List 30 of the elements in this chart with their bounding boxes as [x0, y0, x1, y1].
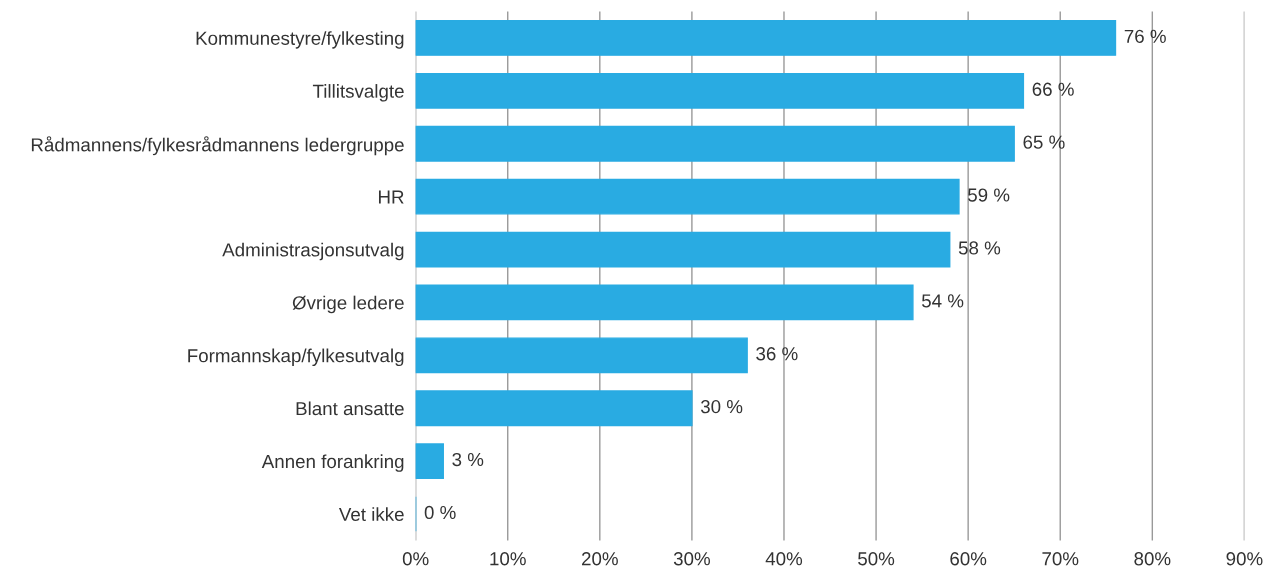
y-tick-label: Øvrige ledere	[292, 295, 404, 314]
data-label: 59 %	[968, 188, 1010, 202]
y-tick-label: Vet ikke	[338, 507, 404, 522]
x-tick-label: 30%	[673, 552, 710, 566]
data-label: 65 %	[1023, 135, 1065, 149]
y-tick-label: HR	[378, 190, 404, 204]
data-label: 36 %	[756, 347, 798, 361]
x-tick-label: 70%	[1042, 552, 1079, 566]
y-tick-label: Formannskap/fylkesutvalg	[188, 348, 404, 367]
y-tick-label: Rådmannens/fylkesrådmannens ledergruppe	[31, 136, 404, 156]
y-tick-label: Blant ansatte	[296, 401, 404, 416]
y-tick-label: Kommunestyre/fylkesting	[196, 31, 404, 49]
x-tick-label: 80%	[1134, 552, 1171, 566]
data-label: 54 %	[921, 294, 964, 308]
data-label: 0 %	[424, 505, 456, 520]
x-tick-label: 60%	[950, 552, 987, 566]
y-tick-label: Annen forankring	[261, 454, 404, 472]
x-tick-label: 0%	[402, 552, 429, 566]
y-tick-label: Tillitsvalgte	[312, 84, 404, 102]
x-tick-label: 40%	[765, 552, 803, 566]
data-label: 3 %	[452, 452, 484, 467]
data-label: 58 %	[958, 241, 1001, 255]
x-tick-label: 20%	[582, 552, 618, 566]
x-tick-label: 10%	[490, 552, 526, 566]
y-tick-label: Administrasjonsutvalg	[222, 242, 404, 261]
x-tick-label: 50%	[858, 552, 895, 566]
data-label: 30 %	[700, 400, 743, 414]
data-label: 76 %	[1124, 29, 1166, 43]
data-label: 66 %	[1032, 82, 1074, 96]
x-tick-label: 90%	[1226, 552, 1263, 566]
